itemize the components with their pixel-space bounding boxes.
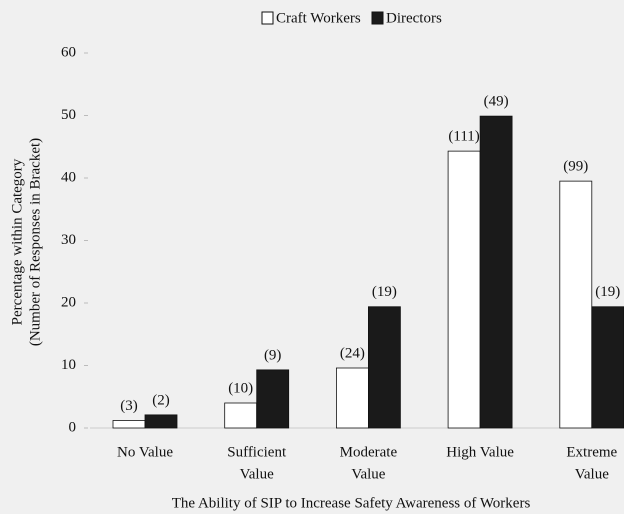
bar-annotation: (2) xyxy=(152,392,170,408)
bar xyxy=(335,367,369,429)
x-tick-label: Value xyxy=(575,466,609,482)
y-tick-label: 50 xyxy=(61,107,76,123)
bar xyxy=(112,420,146,429)
legend-label: Directors xyxy=(386,10,442,26)
bar-annotation: (9) xyxy=(264,347,282,363)
y-tick-label: 20 xyxy=(61,294,76,310)
bar-annotation: (19) xyxy=(372,284,397,300)
y-tick-label: 10 xyxy=(61,357,76,373)
bar-annotation: (3) xyxy=(120,398,138,414)
bar xyxy=(479,115,513,429)
x-tick-label: Sufficient xyxy=(227,444,287,460)
y-tick-label: 40 xyxy=(61,169,76,185)
bar-annotation: (99) xyxy=(563,159,588,175)
y-tick-label: 0 xyxy=(69,419,77,435)
bar-annotation: (111) xyxy=(448,129,479,145)
legend-swatch xyxy=(261,11,274,25)
x-tick-label: High Value xyxy=(446,444,514,460)
bar xyxy=(591,306,624,429)
x-tick-label: Value xyxy=(351,466,385,482)
bar xyxy=(256,369,290,429)
legend-label: Craft Workers xyxy=(276,10,361,26)
bar-annotation: (10) xyxy=(228,380,253,396)
bar xyxy=(447,150,481,429)
x-tick-label: Value xyxy=(240,466,274,482)
bar xyxy=(144,414,178,429)
y-tick-label: 60 xyxy=(61,44,76,60)
bar xyxy=(224,402,258,429)
y-axis-label: (Number of Responses in Bracket) xyxy=(27,138,43,346)
x-tick-label: Moderate xyxy=(340,444,398,460)
bar xyxy=(559,180,593,429)
bar-annotation: (19) xyxy=(595,284,620,300)
y-tick-label: 30 xyxy=(61,232,76,248)
bar-annotation: (49) xyxy=(484,94,509,110)
x-tick-label: Extreme xyxy=(566,444,617,460)
x-axis-label: The Ability of SIP to Increase Safety Aw… xyxy=(172,495,531,511)
bar-annotation: (24) xyxy=(340,345,365,361)
legend-swatch xyxy=(371,11,384,25)
x-tick-label: No Value xyxy=(117,444,173,460)
y-axis-label: Percentage within Category xyxy=(9,158,25,325)
bar xyxy=(367,306,401,429)
